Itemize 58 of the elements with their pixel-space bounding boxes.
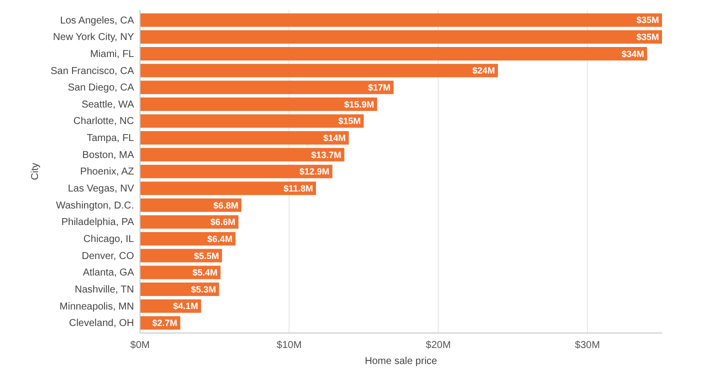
bar	[140, 215, 238, 229]
bar	[140, 232, 236, 246]
y-tick-label: Nashville, TN	[74, 284, 134, 296]
data-label: $6.6M	[210, 217, 236, 228]
y-tick-label: Los Angeles, CA	[60, 15, 134, 26]
bar	[140, 114, 364, 128]
y-tick-label: Atlanta, GA	[82, 268, 134, 279]
y-tick-label: Phoenix, AZ	[80, 166, 134, 178]
data-label: $14M	[323, 133, 346, 144]
y-tick-label: Boston, MA	[82, 150, 134, 161]
x-tick-label: $20M	[426, 340, 451, 352]
x-tick-label: $30M	[574, 340, 600, 352]
data-label: $6.8M	[213, 200, 238, 210]
bar	[140, 148, 344, 162]
x-axis-title: Home sale price	[364, 356, 438, 367]
data-label: $24M	[472, 66, 495, 76]
data-label: $11.8M	[283, 183, 313, 194]
bar	[140, 198, 242, 212]
y-tick-label: Minneapolis, MN	[60, 301, 134, 312]
data-label: $5.4M	[192, 268, 218, 278]
y-tick-label: Cleveland, OH	[68, 318, 134, 330]
bar	[140, 164, 332, 178]
data-label: $5.3M	[191, 284, 216, 294]
y-tick-label: Tampa, FL	[86, 133, 134, 144]
bar	[140, 131, 349, 145]
y-tick-label: Denver, CO	[82, 250, 134, 262]
x-tick-label: $0M	[130, 340, 150, 352]
data-label: $15.9M	[344, 99, 374, 110]
data-label: $5.5M	[194, 250, 220, 261]
bar	[140, 80, 394, 94]
bar	[140, 47, 648, 60]
y-tick-label: Charlotte, NC	[73, 116, 134, 128]
data-label: $13.7M	[311, 150, 342, 160]
data-label: $35M	[636, 15, 659, 26]
y-tick-label: San Francisco, CA	[50, 66, 134, 77]
y-tick-label: Philadelphia, PA	[61, 217, 134, 228]
data-label: $15M	[338, 116, 361, 126]
data-label: $34M	[622, 48, 644, 59]
y-tick-label: Chicago, IL	[83, 234, 134, 245]
data-label: $6.4M	[207, 234, 232, 244]
y-tick-label: Seattle, WA	[82, 99, 134, 110]
data-label: $4.1M	[173, 301, 198, 312]
y-tick-label: Miami, FL	[90, 48, 134, 60]
bar	[140, 64, 498, 78]
data-label: $2.7M	[152, 318, 178, 328]
y-tick-label: Las Vegas, NV	[68, 184, 134, 195]
y-axis-title: City	[30, 162, 41, 180]
data-label: $35M	[636, 32, 659, 42]
x-tick-label: $10M	[276, 340, 302, 352]
y-tick-label: Washington, D.C.	[56, 200, 134, 212]
bar	[140, 182, 316, 196]
bar	[140, 13, 662, 27]
bar	[140, 97, 378, 111]
bar	[140, 30, 662, 44]
y-tick-label: San Diego, CA	[68, 82, 134, 94]
data-label: $12.9M	[299, 166, 330, 177]
data-label: $17M	[368, 82, 391, 93]
y-tick-label: New York City, NY	[53, 32, 134, 44]
